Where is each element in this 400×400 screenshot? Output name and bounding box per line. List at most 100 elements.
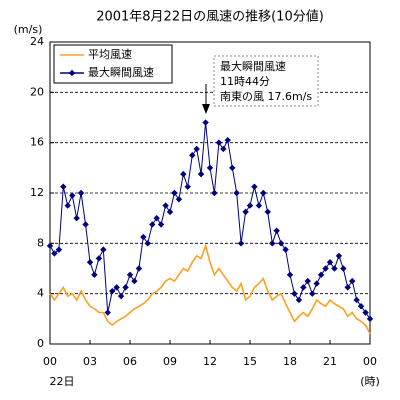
point-marker [144,240,151,247]
point-marker [69,192,76,199]
point-marker [260,189,267,197]
series-line [49,122,371,320]
point-marker [282,246,289,253]
legend-box [53,44,173,84]
x-tick-label: 06 [123,355,137,368]
legend-label: 最大瞬間風速 [88,65,154,79]
point-marker [180,170,187,178]
point-marker [86,259,94,266]
point-marker [166,208,174,216]
x-axis-label: (時) [360,375,380,388]
point-marker [140,233,147,241]
point-marker [206,164,214,172]
point-marker [100,246,107,253]
legend-label: 平均風速 [88,48,132,61]
point-marker [55,246,63,253]
point-marker [215,139,223,146]
point-marker [202,119,209,126]
annotation-line: 11時44分 [220,75,270,88]
point-marker [322,265,329,272]
point-marker [117,292,125,300]
x-tick-label: 00 [43,355,57,368]
point-marker [122,284,129,291]
point-marker [82,221,89,228]
point-marker [175,196,183,203]
point-marker [64,202,71,209]
point-marker [162,202,169,209]
point-marker [344,284,351,291]
point-marker [149,221,156,228]
point-marker [286,271,294,278]
point-marker [357,303,365,310]
plot-frame [49,41,371,345]
point-marker [51,250,58,257]
annotation-line: 最大瞬間風速 [220,59,286,73]
point-marker [211,189,218,197]
point-marker [353,296,360,304]
point-marker [126,271,134,278]
point-marker [349,277,356,285]
point-marker [233,189,240,197]
point-marker [317,271,325,278]
point-marker [366,315,374,323]
point-marker [220,145,227,153]
point-marker [291,290,298,297]
point-marker [255,202,263,209]
point-marker [295,296,303,304]
point-marker [197,170,205,178]
point-marker [91,271,98,278]
chart-title: 2001年8月22日の風速の推移(10分値) [96,9,324,25]
annotation-box [213,55,319,107]
point-marker [184,183,191,190]
y-axis-label: (m/s) [14,23,43,36]
point-marker [313,280,320,287]
point-marker [131,277,138,285]
point-marker [362,309,369,316]
point-marker [237,240,245,247]
point-marker [269,240,276,247]
point-marker [60,183,67,190]
y-tick-label: 8 [37,236,44,249]
point-marker [189,152,196,159]
point-marker [73,214,80,222]
point-marker [251,183,258,190]
x-tick-label: 00 [363,355,377,368]
point-marker [326,259,334,266]
point-marker [224,136,231,144]
x-tick-label: 12 [203,355,217,368]
point-marker [104,309,111,316]
y-tick-label: 24 [30,35,44,48]
point-marker [331,265,338,272]
x-tick-label: 21 [323,355,337,368]
point-marker [277,240,285,247]
point-marker [113,284,120,291]
point-marker [304,277,311,285]
point-marker [193,145,200,153]
legend-marker [68,69,76,77]
y-tick-label: 16 [30,136,44,149]
point-marker [229,164,236,172]
point-marker [340,265,347,272]
y-tick-label: 0 [37,337,44,350]
annotation-line: 南東の風 17.6m/s [220,90,312,103]
point-marker [109,287,116,295]
point-marker [273,227,280,234]
point-marker [77,189,85,197]
series-line [49,243,371,335]
y-tick-label: 20 [30,85,44,98]
point-marker [309,290,316,297]
annotation-arrowhead [202,104,210,114]
point-marker [135,265,143,272]
x-tick-label: 09 [163,355,177,368]
y-tick-label: 12 [30,186,44,199]
x-tick-label: 15 [243,355,257,368]
point-marker [171,189,178,197]
date-label: 22日 [50,375,75,388]
point-marker [46,242,54,250]
point-marker [246,202,254,209]
x-tick-label: 18 [283,355,297,368]
point-marker [242,208,249,216]
point-marker [335,252,343,260]
point-marker [300,284,307,291]
